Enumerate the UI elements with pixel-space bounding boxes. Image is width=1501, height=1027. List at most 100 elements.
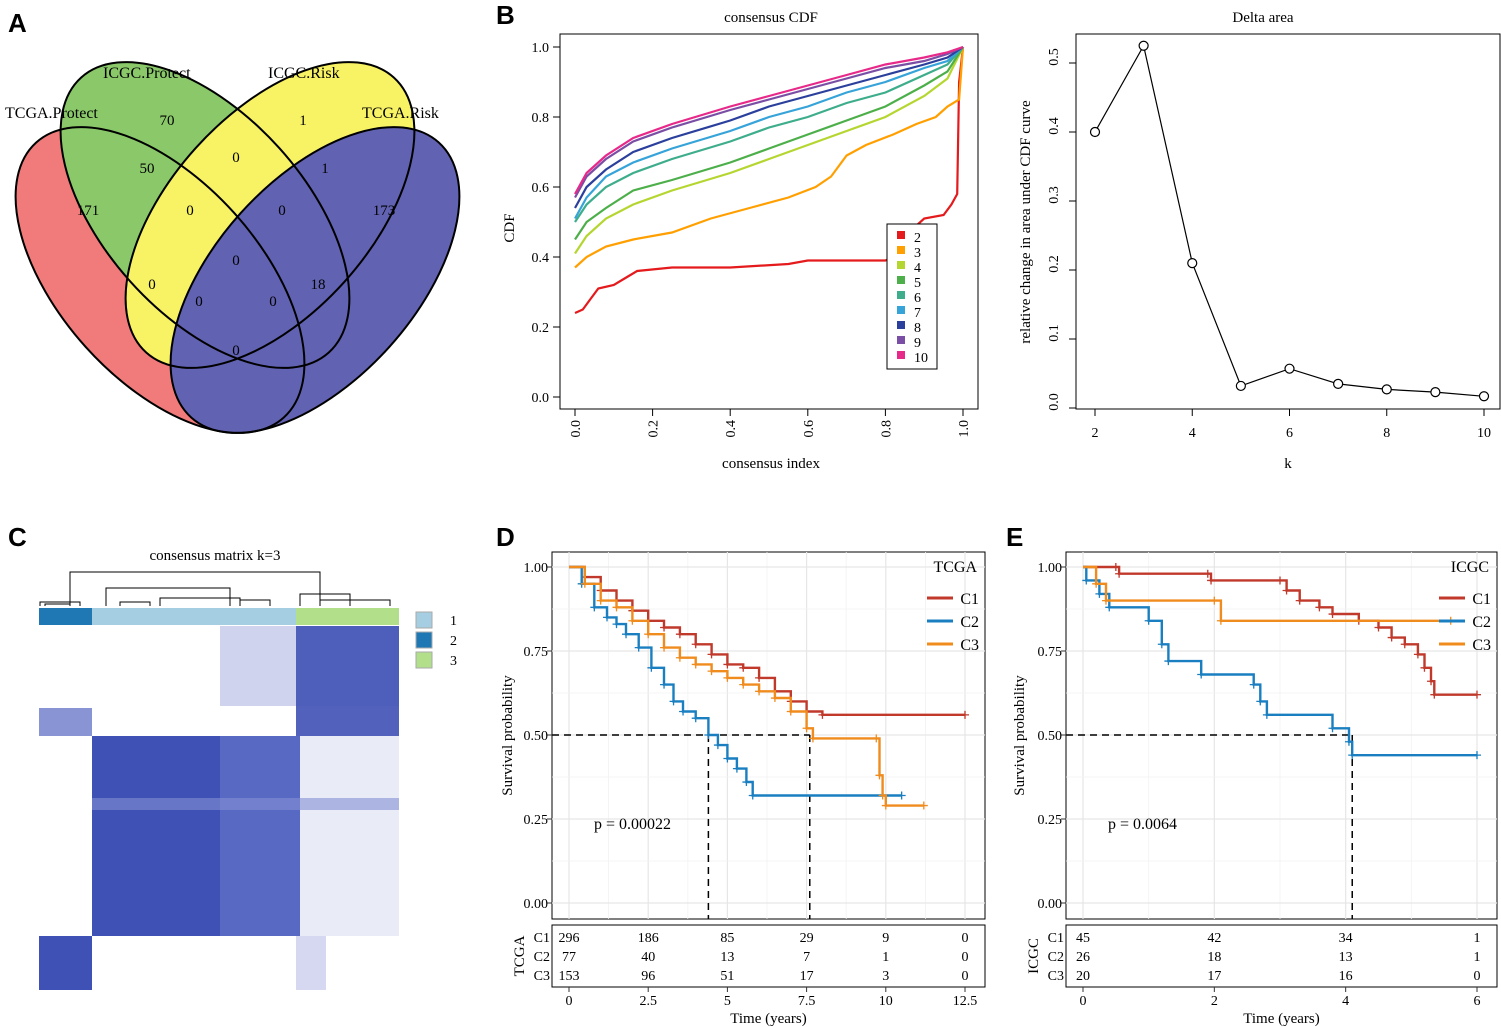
cdf-series-10: [574, 45, 964, 195]
km-censor-C2: [1157, 640, 1166, 649]
km-curve-C1: [569, 565, 965, 716]
km-ytick-label: 1.00: [524, 561, 549, 576]
km-censor-C3: [1210, 596, 1219, 605]
km-censor-C1: [1374, 623, 1383, 632]
km-risk-value: 85: [720, 931, 734, 946]
km-censor-C2: [622, 630, 631, 639]
panel-label-b: B: [496, 0, 515, 30]
km-censor-C3: [723, 673, 732, 682]
cdf-xtick-label: 0.6: [802, 420, 817, 438]
km-ytick-label: 0.50: [524, 729, 549, 744]
km-risk-row-label-C1: C1: [1048, 931, 1064, 946]
km-censor-C2: [704, 731, 713, 739]
tcga-survival-plot: 0.00 0.25 0.50 0.75 1.00 Survival probability…: [500, 551, 986, 1027]
venn-label-tcga-protect: TCGA.Protect: [5, 105, 98, 122]
panel-label-e: E: [1006, 522, 1023, 552]
venn-count-ir_tr: 1: [321, 161, 329, 177]
km-censor-C3: [755, 687, 764, 696]
km-risk-table-frame: [1065, 924, 1498, 988]
km-legend-label-C3: C3: [960, 637, 979, 654]
delta-point-k4: [1187, 258, 1198, 269]
km-censor-C2: [1105, 603, 1114, 612]
km-risk-value: 0: [962, 969, 969, 984]
km-xtick-label: 10: [879, 994, 893, 1009]
cdf-series-5: [574, 46, 964, 241]
km-censor-C2: [1256, 697, 1265, 706]
km-censor-C1: [1276, 576, 1284, 585]
delta-title: Delta area: [1232, 10, 1294, 26]
km-risk-value: 13: [720, 950, 734, 965]
heatmap-title: consensus matrix k=3: [150, 548, 281, 564]
km-risk-value: 296: [559, 931, 580, 946]
cdf-legend-swatch-2: [897, 231, 905, 239]
venn-count-tp_tr: 0: [232, 343, 240, 359]
km-xtick-label: 0: [566, 994, 573, 1009]
delta-point-k6: [1284, 363, 1295, 374]
km-xtick-label: 5: [724, 994, 731, 1009]
cdf-series-4: [574, 46, 964, 255]
venn-count-tp_only: 171: [77, 203, 100, 219]
km-censor-C3: [881, 801, 890, 810]
km-censor-C2: [732, 764, 741, 773]
km-ylabel: Survival probability: [500, 675, 516, 796]
km-censor-C2: [647, 663, 656, 672]
km-censor-C3: [919, 801, 928, 810]
delta-point-k2: [1089, 126, 1101, 138]
km-censor-C2: [742, 778, 751, 787]
venn-count-ip_ir_tr: 0: [278, 203, 286, 219]
delta-point-k9: [1430, 387, 1441, 398]
km-ytick-label: 0.50: [1038, 729, 1063, 744]
venn-count-tp_ip_ir: 0: [186, 203, 194, 219]
venn-count-ir_only: 1: [299, 113, 307, 129]
venn-count-tp_ir_tr: 0: [195, 294, 203, 310]
venn-count-all: 0: [232, 253, 240, 269]
cdf-legend-label-7: 7: [914, 306, 921, 321]
km-legend-title: TCGA: [933, 559, 977, 576]
km-censor-C2: [1328, 724, 1337, 733]
heatmap-legend-swatch-3: [415, 651, 433, 669]
km-xtick-label: 6: [1474, 994, 1481, 1009]
km-risk-table-label: ICGC: [1026, 938, 1042, 974]
km-risk-value: 26: [1076, 950, 1090, 965]
km-risk-value: 7: [803, 950, 810, 965]
km-censor-C2: [603, 613, 612, 622]
km-censor-C2: [1095, 589, 1104, 598]
cdf-legend-label-2: 2: [914, 231, 921, 246]
km-censor-C1: [675, 630, 684, 639]
delta-ytick-label: 0.4: [1047, 117, 1062, 135]
delta-frame: [1075, 33, 1501, 410]
heatmap-legend-swatch-1: [415, 611, 433, 629]
cdf-legend-label-5: 5: [914, 276, 921, 291]
cluster-bar-3: [296, 608, 399, 625]
km-censor-C1: [723, 660, 732, 669]
km-xlabel: Time (years): [1243, 1011, 1320, 1027]
cdf-frame: [559, 33, 979, 410]
panel-label-c: C: [8, 522, 27, 552]
cdf-xtick-label: 0.8: [879, 420, 894, 438]
heatmap-legend-swatch-2: [415, 631, 433, 649]
km-censor-C1: [1473, 690, 1481, 699]
km-legend-label-C1: C1: [1472, 591, 1491, 608]
km-censor-C1: [1328, 610, 1337, 619]
cdf-ytick-label: 0.4: [532, 251, 550, 266]
km-censor-C2: [590, 603, 599, 612]
delta-point-k5: [1235, 380, 1246, 392]
km-risk-value: 0: [1474, 969, 1481, 984]
delta-ytick-label: 0.1: [1047, 324, 1062, 342]
delta-point-k10: [1478, 391, 1490, 402]
cdf-legend-swatch-7: [897, 306, 905, 314]
km-censor-C2: [1082, 576, 1091, 585]
km-risk-value: 34: [1339, 931, 1353, 946]
heatmap-legend-label-1: 1: [450, 614, 457, 629]
km-censor-C2: [634, 643, 643, 652]
km-censor-C1: [1203, 569, 1212, 578]
km-risk-value: 3: [882, 969, 889, 984]
km-censor-C1: [1387, 633, 1396, 642]
cdf-legend-swatch-8: [897, 321, 905, 329]
cdf-series-6: [574, 46, 964, 223]
km-risk-value: 1: [1474, 950, 1481, 965]
km-risk-value: 153: [559, 969, 580, 984]
km-xtick-label: 4: [1342, 994, 1349, 1009]
